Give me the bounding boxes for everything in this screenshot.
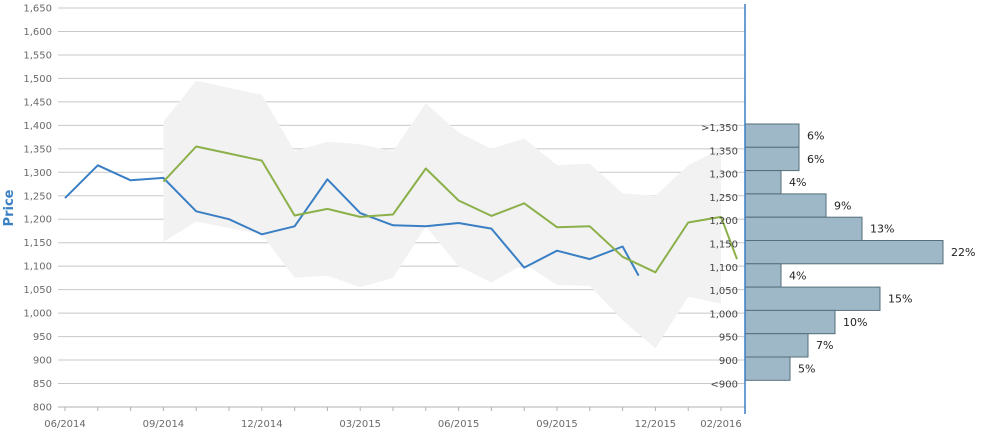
series-line xyxy=(162,145,738,274)
histogram-bin-label: 950 xyxy=(719,333,738,344)
histogram-pct-label: 6% xyxy=(807,153,824,166)
y-tick-label: 1,400 xyxy=(23,121,52,132)
axes: 800 850 900 950 1,000 1,050 1,100 1,150 1,200 1,2… xyxy=(23,4,746,430)
histogram-bin-label: 900 xyxy=(719,356,738,367)
x-tick-label: 02/2016 xyxy=(700,419,742,430)
x-tick-label: 06/2015 xyxy=(438,419,480,430)
histogram-bin-label: 1,100 xyxy=(709,263,738,274)
histogram-pct-label: 6% xyxy=(807,130,824,143)
histogram-bin-label: 1,250 xyxy=(709,193,738,204)
histogram-bin-label: >1,350 xyxy=(701,123,738,134)
x-tick-label: 06/2014 xyxy=(44,419,86,430)
y-tick-label: 1,600 xyxy=(23,27,52,38)
y-tick-label: 1,300 xyxy=(23,168,52,179)
histogram-bar xyxy=(744,123,800,148)
histogram: >1,350 6% 1,350 6% 1,300 4% 1,250 9% 1,200 13% 1,1… xyxy=(701,123,975,390)
y-tick-label: 850 xyxy=(33,379,52,390)
histogram-pct-label: 4% xyxy=(789,176,806,189)
y-tick-label: 900 xyxy=(33,356,52,367)
series-lines xyxy=(64,145,738,277)
y-tick-label: 1,000 xyxy=(23,309,52,320)
histogram-pct-label: 10% xyxy=(843,316,867,329)
y-tick-label: 1,150 xyxy=(23,238,52,249)
x-tick-label: 03/2015 xyxy=(339,419,381,430)
histogram-bin-label: 1,050 xyxy=(709,286,738,297)
histogram-bar xyxy=(744,286,881,311)
histogram-bin-label: 1,000 xyxy=(709,309,738,320)
y-tick-label: 1,050 xyxy=(23,285,52,296)
series-line xyxy=(64,164,640,277)
histogram-bin-label: 1,200 xyxy=(709,216,738,227)
histogram-bar xyxy=(744,333,809,358)
y-tick-label: 1,100 xyxy=(23,262,52,273)
range-band xyxy=(163,80,721,349)
y-tick-label: 1,450 xyxy=(23,97,52,108)
histogram-bin-label: <900 xyxy=(711,379,738,390)
histogram-bin-label: 1,350 xyxy=(709,146,738,157)
histogram-pct-label: 13% xyxy=(870,223,894,236)
y-tick-label: 1,200 xyxy=(23,215,52,226)
histogram-pct-label: 22% xyxy=(951,246,975,259)
histogram-bar xyxy=(744,240,944,265)
histogram-pct-label: 9% xyxy=(834,199,851,212)
histogram-pct-label: 7% xyxy=(816,339,833,352)
histogram-pct-label: 15% xyxy=(888,293,912,306)
histogram-bin-label: 1,300 xyxy=(709,170,738,181)
histogram-bar xyxy=(744,263,782,288)
histogram-bar xyxy=(744,193,827,218)
histogram-bar xyxy=(744,170,782,195)
range-band-area xyxy=(163,80,721,349)
y-tick-label: 1,550 xyxy=(23,50,52,61)
histogram-pct-label: 5% xyxy=(798,363,815,376)
histogram-bar xyxy=(744,309,836,335)
x-tick-label: 12/2014 xyxy=(241,419,283,430)
y-tick-label: 1,650 xyxy=(23,4,52,15)
y-tick-label: 1,350 xyxy=(23,144,52,155)
x-tick-label: 12/2015 xyxy=(635,419,677,430)
x-tick-label: 09/2014 xyxy=(143,419,185,430)
y-tick-label: 800 xyxy=(33,403,52,414)
series-2 xyxy=(162,145,738,274)
y-axis-title: Price xyxy=(2,189,17,226)
histogram-bar xyxy=(744,356,791,381)
y-tick-label: 950 xyxy=(33,332,52,343)
histogram-bin-label: 1,150 xyxy=(709,240,738,251)
y-tick-label: 1,500 xyxy=(23,74,52,85)
histogram-bar xyxy=(744,216,863,241)
histogram-pct-label: 4% xyxy=(789,269,806,282)
x-tick-label: 09/2015 xyxy=(536,419,578,430)
histogram-bar xyxy=(744,146,800,172)
y-tick-label: 1,250 xyxy=(23,191,52,202)
series-1 xyxy=(64,164,640,277)
